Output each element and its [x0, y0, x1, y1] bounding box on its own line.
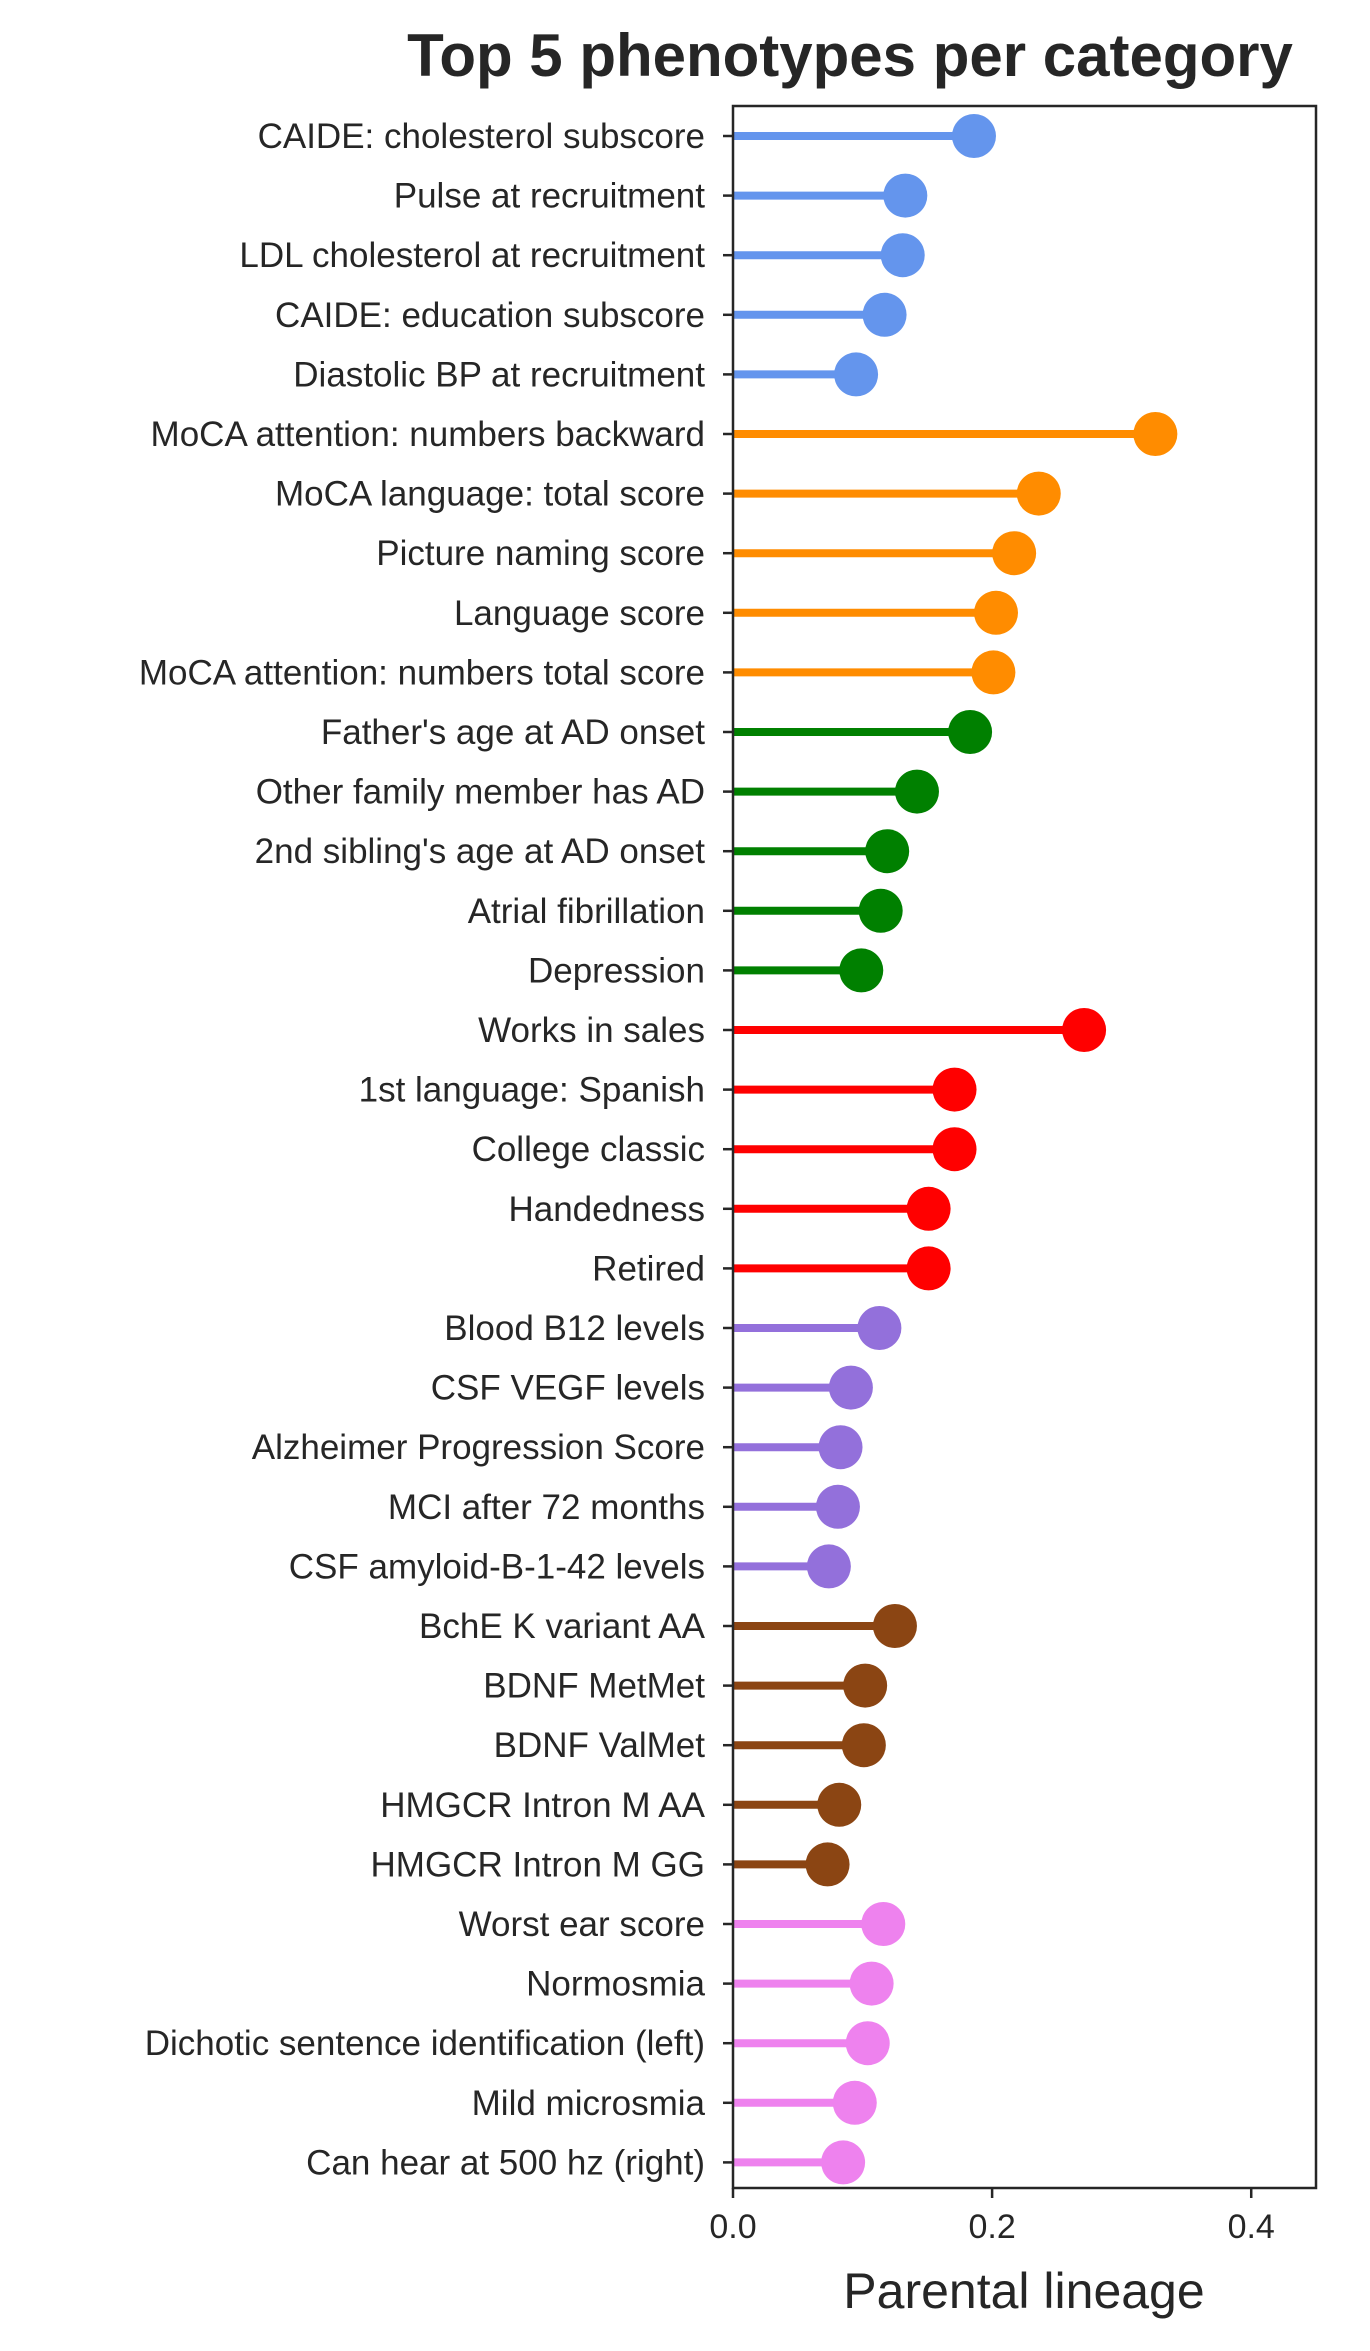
- category-label: Mild microsmia: [472, 2084, 706, 2123]
- category-label: Depression: [528, 951, 705, 990]
- category-label: Father's age at AD onset: [321, 713, 705, 752]
- category-label: MoCA attention: numbers total score: [139, 653, 705, 692]
- lollipop-point: [973, 590, 1018, 635]
- lollipop-point: [834, 352, 879, 397]
- x-tick-label: 0.4: [1228, 2208, 1275, 2246]
- lollipop-point: [862, 292, 907, 337]
- category-label: MoCA attention: numbers backward: [151, 415, 705, 454]
- lollipop-point: [906, 1246, 951, 1291]
- x-tick-label: 0.2: [968, 2208, 1015, 2246]
- lollipop-point: [906, 1186, 951, 1231]
- lollipop-point: [883, 173, 928, 218]
- category-label: Works in sales: [478, 1011, 705, 1050]
- x-tick-label: 0.0: [709, 2208, 756, 2246]
- category-label: Dichotic sentence identification (left): [145, 2024, 705, 2063]
- category-label: HMGCR Intron M AA: [380, 1786, 705, 1825]
- lollipop-point: [1133, 412, 1178, 456]
- x-axis-ticks: 0.0 0.2 0.4: [709, 2188, 1275, 2246]
- lollipop-point: [880, 233, 925, 278]
- category-labels: CAIDE: cholesterol subscore Pulse at recr…: [139, 117, 733, 2182]
- category-label: MCI after 72 months: [388, 1488, 705, 1527]
- category-label: Language score: [454, 594, 705, 633]
- category-label: Alzheimer Progression Score: [252, 1428, 705, 1467]
- lollipop-point: [932, 1127, 977, 1172]
- lollipop-point: [817, 1782, 862, 1827]
- category-label: Blood B12 levels: [444, 1309, 705, 1348]
- x-axis-label: Parental lineage: [843, 2263, 1204, 2319]
- category-label: BDNF ValMet: [494, 1726, 706, 1765]
- category-label: Pulse at recruitment: [394, 177, 706, 216]
- category-label: Normosmia: [526, 1965, 705, 2004]
- category-label: Atrial fibrillation: [468, 892, 705, 931]
- lollipop-point: [971, 650, 1016, 695]
- lollipop-point: [828, 1365, 873, 1410]
- category-label: Other family member has AD: [256, 773, 705, 812]
- chart-marks: [733, 114, 1178, 2185]
- lollipop-point: [894, 769, 939, 814]
- category-label: Picture naming score: [376, 534, 705, 573]
- lollipop-point: [843, 1663, 888, 1708]
- lollipop-point: [858, 888, 903, 933]
- lollipop-point: [849, 1961, 894, 2006]
- category-label: Can hear at 500 hz (right): [306, 2143, 705, 2182]
- category-label: Diastolic BP at recruitment: [293, 355, 705, 394]
- lollipop-point: [857, 1306, 902, 1350]
- lollipop-point: [1062, 1008, 1107, 1052]
- category-label: BDNF MetMet: [483, 1667, 705, 1706]
- category-label: HMGCR Intron M GG: [371, 1845, 705, 1884]
- lollipop-point: [815, 1484, 860, 1529]
- category-label: CSF amyloid-B-1-42 levels: [289, 1547, 705, 1586]
- chart-title: Top 5 phenotypes per category: [407, 22, 1293, 89]
- lollipop-point: [841, 1723, 886, 1768]
- category-label: CAIDE: education subscore: [275, 296, 705, 335]
- lollipop-point: [839, 948, 884, 993]
- lollipop-point: [948, 710, 993, 754]
- plot-frame: [731, 104, 1318, 2190]
- category-label: Handedness: [508, 1190, 705, 1229]
- lollipop-point: [806, 1544, 851, 1589]
- lollipop-point: [861, 1902, 906, 1946]
- category-label: College classic: [472, 1130, 705, 1169]
- lollipop-point: [818, 1425, 863, 1470]
- lollipop-point: [821, 2140, 866, 2185]
- lollipop-point: [872, 1604, 917, 1648]
- category-label: Retired: [592, 1249, 705, 1288]
- lollipop-point: [865, 829, 910, 874]
- lollipop-point: [951, 114, 996, 158]
- category-label: Worst ear score: [459, 1905, 705, 1944]
- lollipop-point: [845, 2021, 890, 2066]
- lollipop-point: [1016, 471, 1061, 516]
- category-label: CSF VEGF levels: [431, 1369, 705, 1408]
- category-label: MoCA language: total score: [275, 475, 705, 514]
- category-label: 2nd sibling's age at AD onset: [255, 832, 706, 871]
- lollipop-point: [932, 1067, 977, 1112]
- category-label: 1st language: Spanish: [359, 1071, 705, 1110]
- category-label: LDL cholesterol at recruitment: [239, 236, 705, 275]
- lollipop-point: [992, 531, 1037, 576]
- category-label: BchE K variant AA: [419, 1607, 706, 1646]
- lollipop-point: [832, 2080, 877, 2125]
- category-label: CAIDE: cholesterol subscore: [258, 117, 705, 156]
- lollipop-point: [805, 1842, 850, 1887]
